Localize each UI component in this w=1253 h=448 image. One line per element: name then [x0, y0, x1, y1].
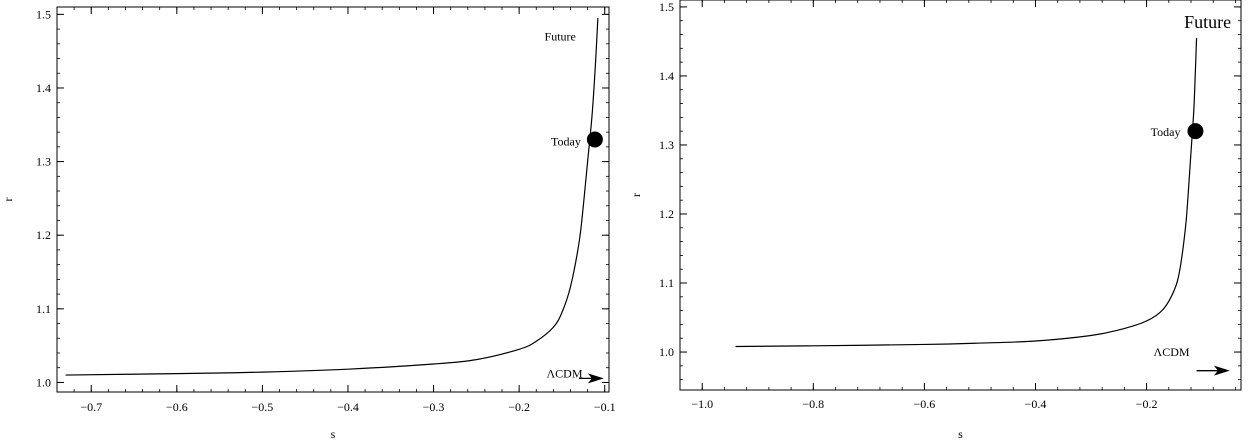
lcdm-annotation: ΛCDM — [1154, 345, 1190, 359]
y-tick-label: 1.1 — [659, 276, 674, 290]
x-tick-label: −0.4 — [337, 400, 359, 414]
series-line — [65, 18, 599, 376]
future-annotation: Future — [545, 29, 576, 43]
today-label: Today — [551, 135, 581, 149]
y-axis-title: r — [1, 198, 15, 202]
plot-area: Future ΛCDM — [735, 12, 1231, 359]
right-chart: −1.0 −0.8 −0.6 −0.4 −0.2 1.0 1.1 1.2 1.3 1.4 1.5 s r… — [629, 0, 1242, 441]
y-tick-label: 1.1 — [36, 302, 51, 316]
plot-frame — [679, 0, 1242, 391]
y-axis-title: r — [629, 193, 643, 197]
x-tick-label: −0.4 — [1025, 397, 1047, 411]
x-tick-label: −0.1 — [594, 400, 616, 414]
x-tick-label: −0.8 — [802, 397, 824, 411]
lcdm-arrow-head — [1213, 365, 1230, 376]
x-tick-label: −0.5 — [252, 400, 274, 414]
today-marker — [586, 131, 603, 148]
x-tick-label: −0.3 — [423, 400, 445, 414]
today-marker — [1187, 123, 1204, 140]
left-chart: −0.7 −0.6 −0.5 −0.4 −0.3 −0.2 −0.1 1.0 1.1 1.2 1.3… — [1, 6, 616, 441]
y-tick-label: 1.5 — [659, 0, 674, 14]
plot-area: Future ΛCDM — [65, 18, 599, 381]
x-tick-label: −0.6 — [914, 397, 936, 411]
y-tick-label: 1.3 — [36, 155, 51, 169]
y-tick-label: 1.2 — [659, 207, 674, 221]
x-tick-label: −1.0 — [691, 397, 713, 411]
x-tick-label: −0.2 — [1136, 397, 1158, 411]
x-axis-title: s — [958, 427, 963, 441]
y-tick-label: 1.4 — [659, 69, 674, 83]
lcdm-annotation: ΛCDM — [546, 367, 582, 381]
plot-frame — [56, 6, 610, 393]
y-tick-label: 1.0 — [659, 345, 674, 359]
lcdm-arrow-head — [587, 373, 604, 384]
y-tick-label: 1.5 — [36, 7, 51, 21]
y-tick-label: 1.4 — [36, 81, 51, 95]
future-annotation: Future — [1184, 12, 1231, 32]
series-line — [735, 37, 1198, 348]
y-tick-label: 1.3 — [659, 138, 674, 152]
y-tick-label: 1.2 — [36, 228, 51, 242]
x-tick-label: −0.7 — [80, 400, 102, 414]
today-label: Today — [1151, 125, 1181, 139]
x-tick-label: −0.2 — [508, 400, 530, 414]
x-tick-label: −0.6 — [166, 400, 188, 414]
x-axis-title: s — [331, 427, 336, 441]
y-tick-label: 1.0 — [36, 375, 51, 389]
